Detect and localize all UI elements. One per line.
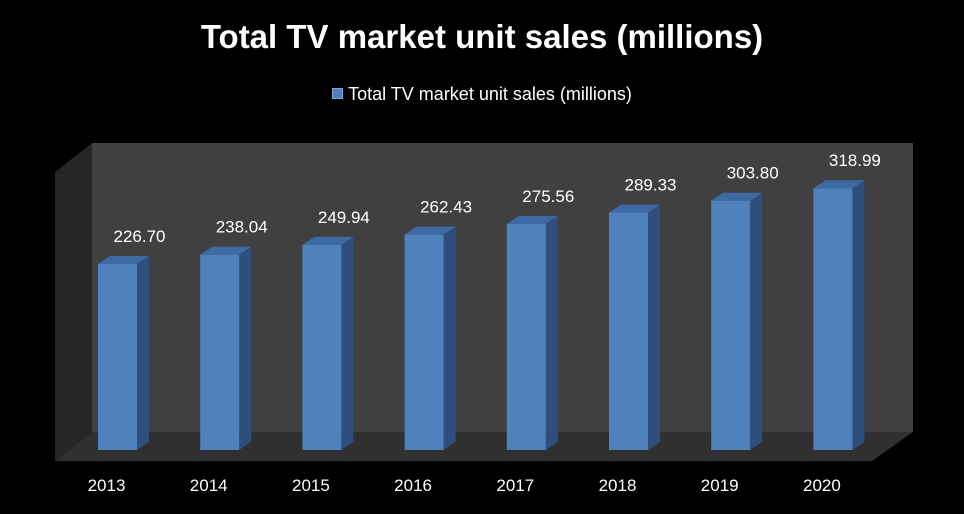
bar-top [609,204,660,213]
bar-front [609,212,648,450]
bar-2016 [404,226,456,450]
data-label-2020: 318.99 [829,151,881,170]
bar-top [200,246,252,255]
data-labels: 226.70 238.04 249.94 262.43 275.56 289.33 303.… [114,151,881,246]
bar-front [302,244,342,450]
bar-top [404,226,456,235]
data-label-2014: 238.04 [216,218,268,237]
bar-2013 [98,255,149,450]
bar-2020 [813,180,865,450]
x-tick-2020: 2020 [803,476,841,495]
bar-top [813,180,865,189]
bar-front [506,223,546,450]
bar-side [239,246,252,450]
bar-front [813,188,853,450]
legend: Total TV market unit sales (millions) [0,84,964,105]
chart-side-wall [55,143,92,461]
bar-front [98,263,137,450]
bar-2019 [711,192,763,450]
bar-2018 [609,204,660,450]
data-label-2015: 249.94 [318,208,370,227]
data-label-2018: 289.33 [625,176,677,195]
x-tick-2014: 2014 [190,476,228,495]
bar-2017 [506,215,558,450]
bar-series [98,180,865,450]
bar-2014 [200,246,252,450]
bar-side [443,226,456,450]
bar-top [302,236,354,245]
bar-side [341,236,354,450]
bar-side [750,192,763,450]
x-tick-2016: 2016 [394,476,432,495]
legend-swatch-icon [332,88,344,99]
bar-side [648,204,660,450]
bar-2015 [302,236,354,450]
x-tick-2018: 2018 [599,476,637,495]
legend-label: Total TV market unit sales (millions) [348,84,632,104]
bar-side [545,215,558,450]
x-tick-2017: 2017 [496,476,534,495]
chart-floor [55,432,913,461]
bar-front [404,234,444,450]
data-label-2016: 262.43 [420,198,472,217]
bar-front [711,200,751,450]
x-axis-ticks: 2013 2014 2015 2016 2017 2018 2019 2020 [88,476,841,495]
chart-back-wall [92,143,913,432]
data-label-2019: 303.80 [727,164,779,183]
bar-top [98,255,149,264]
bar-side [852,180,865,450]
x-tick-2013: 2013 [88,476,126,495]
chart-title: Total TV market unit sales (millions) [200,18,764,55]
x-tick-2019: 2019 [701,476,739,495]
x-tick-2015: 2015 [292,476,330,495]
bar-top [506,215,558,224]
bar-front [200,254,240,450]
data-label-2013: 226.70 [114,227,166,246]
bar-top [711,192,763,201]
data-label-2017: 275.56 [522,187,574,206]
bar-side [137,255,149,450]
